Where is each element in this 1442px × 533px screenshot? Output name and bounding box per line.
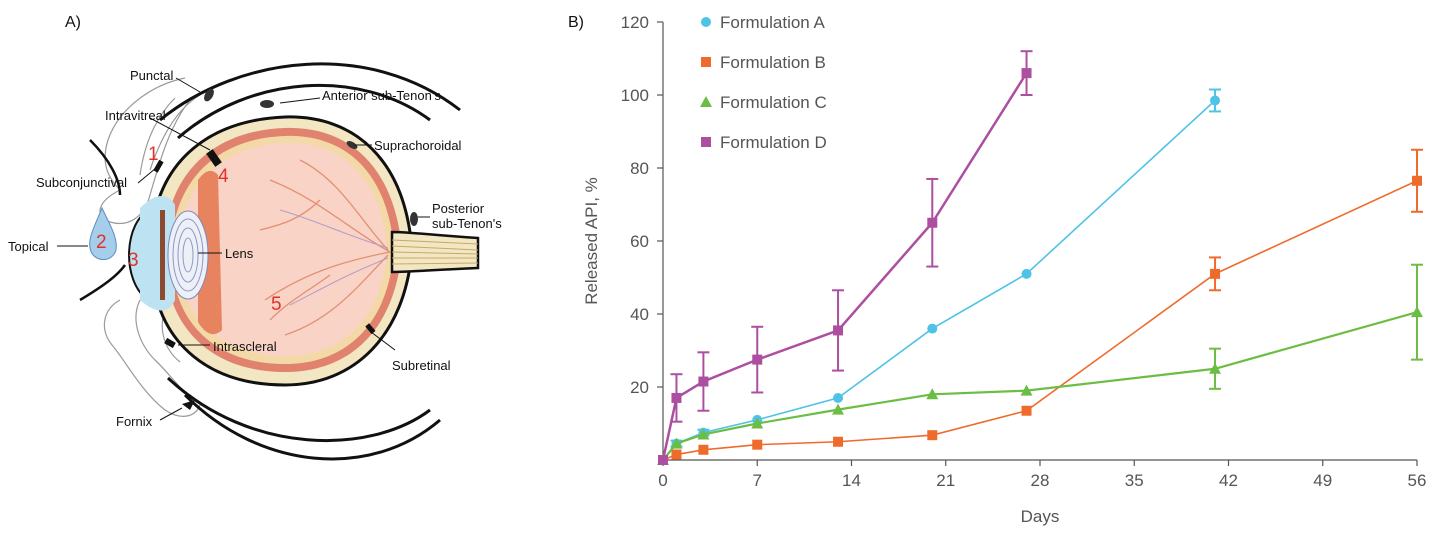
anterior-chamber [140,195,175,311]
series-line [662,311,1418,461]
x-tick-label: 14 [842,471,861,490]
data-point [752,439,763,450]
series-formulation-c [657,263,1423,465]
series-formulation-d [658,50,1033,465]
x-tick-label: 0 [658,471,667,490]
data-point [833,392,844,403]
x-tick-label: 28 [1031,471,1050,490]
series-line [661,72,1028,461]
y-tick-label: 120 [621,13,649,32]
lens [167,210,209,300]
x-tick-label: 49 [1313,471,1332,490]
y-tick-label: 80 [630,159,649,178]
route-number-5: 5 [271,294,282,315]
label-posterior: Posterior [432,201,485,216]
x-tick-label: 42 [1219,471,1238,490]
series-formulation-b [658,148,1423,465]
legend: Formulation A Formulation B Formulation C F… [700,13,827,152]
data-point [926,388,939,400]
label-suprachoroidal: Suprachoroidal [374,138,462,153]
label-intrascleral: Intrascleral [213,339,277,354]
legend-label: Formulation A [720,13,826,32]
legend-marker [701,137,711,147]
x-tick-label: 7 [753,471,762,490]
y-tick-label: 100 [621,86,649,105]
data-point [698,376,709,387]
data-point [927,323,938,334]
vitreous [178,142,387,356]
tear-drop [89,206,117,260]
chart-axes [662,22,1417,461]
legend-marker [701,57,711,67]
route-number-1: 1 [148,144,159,165]
data-point [927,217,938,228]
label-topical: Topical [8,239,49,254]
y-tick-label: 20 [630,378,649,397]
data-point [833,325,844,336]
legend-label: Formulation C [720,93,827,112]
data-point [833,436,844,447]
data-point [1210,95,1221,106]
data-point [670,437,683,449]
label-punctal: Punctal [130,68,173,83]
label-subretinal: Subretinal [392,358,451,373]
legend-marker [701,17,711,27]
series-layer [657,50,1423,465]
data-point [1021,68,1032,79]
route-number-2: 2 [96,232,107,253]
route-number-4: 4 [218,166,229,187]
x-tick-label: 35 [1125,471,1144,490]
label-pointers [57,77,430,421]
label-intravitreal: Intravitreal [105,108,166,123]
label-subconjunctival: Subconjunctival [36,175,127,190]
label-fornix: Fornix [116,414,153,429]
x-ticks: 0 7 14 21 28 35 42 49 56 [658,460,1426,490]
retinal-veins [279,209,389,306]
data-point [1411,306,1423,318]
y-tick-label: 40 [630,305,649,324]
label-anterior-sub-tenons: Anterior sub-Tenon's [322,88,441,103]
legend-label: Formulation D [720,133,827,152]
label-sub-tenons: sub-Tenon's [432,216,502,231]
iris [160,210,165,300]
optic-nerve [390,230,480,274]
data-point [671,449,682,460]
data-point [1209,362,1222,374]
depot-markers [153,88,418,410]
data-point [927,430,938,441]
y-axis-title: Released API, % [582,177,601,305]
y-tick-label: 60 [630,232,649,251]
x-tick-label: 56 [1408,471,1427,490]
data-point [752,354,763,365]
data-point [1021,405,1032,416]
data-point [1210,268,1221,279]
optic-nerve-fibers [391,239,479,265]
series-line [662,180,1418,461]
data-point [697,428,710,440]
data-point [1412,175,1422,186]
y-ticks: 20 40 60 80 100 120 [621,13,663,397]
route-number-3: 3 [128,250,139,271]
label-lens: Lens [225,246,254,261]
eye-diagram: A) [8,14,502,461]
panel-a-label: A) [65,14,81,31]
series-line [662,99,1216,461]
data-point [1020,384,1033,396]
data-point [671,392,682,403]
data-point [832,403,845,415]
x-tick-label: 21 [936,471,955,490]
x-axis-title: Days [1021,507,1060,526]
data-point [658,455,668,465]
panel-b-label: B) [568,14,584,31]
data-point [1021,268,1032,279]
legend-label: Formulation B [720,53,826,72]
data-point [751,417,764,429]
legend-marker [700,96,712,107]
data-point [698,444,709,455]
